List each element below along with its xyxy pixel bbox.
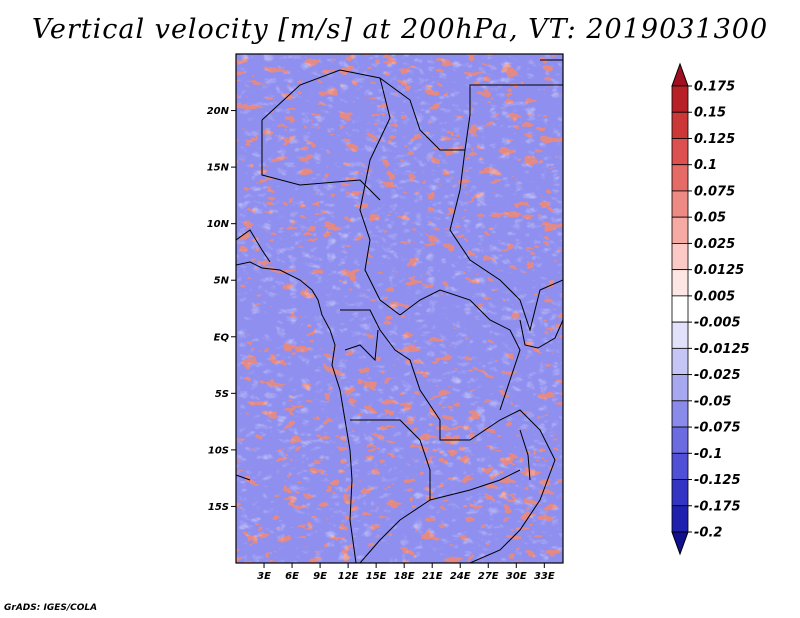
- colorbar-label: 0.025: [694, 237, 735, 252]
- colorbar-segment: [671, 295, 689, 323]
- colorbar-label: -0.05: [694, 394, 731, 409]
- colorbar-label: 0.15: [694, 106, 726, 121]
- colorbar-label: 0.05: [694, 211, 726, 226]
- colorbar-label: 0.005: [694, 289, 735, 304]
- map-frame: [235, 53, 564, 564]
- map-title: Vertical velocity [m/s] at 200hPa, VT: 2…: [31, 14, 769, 45]
- lat-tick-label: 10N: [207, 219, 230, 230]
- colorbar-segment: [671, 347, 689, 375]
- colorbar-label: -0.1: [694, 447, 722, 462]
- lat-tick-label: 15N: [207, 163, 230, 174]
- colorbar-segment: [671, 426, 689, 454]
- lon-tick-label: 30E: [506, 571, 527, 582]
- lon-tick-label: 27E: [478, 571, 499, 582]
- lon-tick-label: 24E: [450, 571, 471, 582]
- colorbar-label: 0.1: [694, 158, 717, 173]
- latitude-axis: 20N 15N 10N 5N EQ 5S 10S 15S: [207, 106, 236, 513]
- colorbar-segment: [671, 85, 689, 113]
- colorbar-bottom-arrow: [671, 531, 689, 556]
- coastline-borders: [236, 59, 563, 563]
- credit-label: GrADS: IGES/COLA: [4, 603, 98, 613]
- lat-tick-label: EQ: [214, 332, 230, 343]
- lat-tick-label: 10S: [208, 445, 229, 456]
- colorbar-label: -0.025: [694, 368, 741, 383]
- colorbar-label: -0.125: [694, 473, 741, 488]
- colorbar-label: 0.175: [694, 80, 735, 95]
- colorbar-segment: [671, 400, 689, 428]
- lon-tick-label: 15E: [366, 571, 387, 582]
- colorbar-segment: [671, 243, 689, 271]
- colorbar-segment: [671, 164, 689, 192]
- lon-tick-label: 33E: [534, 571, 555, 582]
- colorbar-segment: [671, 138, 689, 166]
- colorbar-segment: [671, 321, 689, 349]
- colorbar-segment: [671, 505, 689, 533]
- colorbar-segment: [671, 190, 689, 218]
- lon-tick-label: 3E: [257, 571, 271, 582]
- vertical-velocity-field: [236, 54, 563, 563]
- colorbar-label: 0.125: [694, 132, 735, 147]
- lon-tick-label: 18E: [394, 571, 415, 582]
- lat-tick-label: 15S: [208, 502, 229, 513]
- colorbar-segment: [671, 374, 689, 402]
- colorbar-segment: [671, 479, 689, 507]
- colorbar-label: -0.075: [694, 421, 741, 436]
- lat-tick-label: 5N: [214, 276, 230, 287]
- colorbar: 0.175 0.15 0.125 0.1 0.075 0.05 0.025 0.0125 0.0…: [671, 62, 750, 556]
- longitude-axis: 3E 6E 9E 12E 15E 18E 21E 24E 27E 30E 33E: [257, 563, 555, 582]
- colorbar-label: -0.175: [694, 499, 741, 514]
- colorbar-label: 0.075: [694, 184, 735, 199]
- colorbar-segment: [671, 111, 689, 139]
- colorbar-label: -0.0125: [694, 342, 750, 357]
- colorbar-segment: [671, 216, 689, 244]
- colorbar-top-arrow: [671, 62, 689, 87]
- lon-tick-label: 9E: [313, 571, 327, 582]
- colorbar-label: -0.2: [694, 526, 722, 541]
- colorbar-segment: [671, 452, 689, 480]
- lon-tick-label: 6E: [285, 571, 299, 582]
- colorbar-label: -0.005: [694, 316, 741, 331]
- lat-tick-label: 20N: [207, 106, 230, 117]
- lat-tick-label: 5S: [215, 389, 229, 400]
- colorbar-label: 0.0125: [694, 263, 744, 278]
- lon-tick-label: 12E: [338, 571, 359, 582]
- lon-tick-label: 21E: [422, 571, 443, 582]
- colorbar-segment: [671, 269, 689, 297]
